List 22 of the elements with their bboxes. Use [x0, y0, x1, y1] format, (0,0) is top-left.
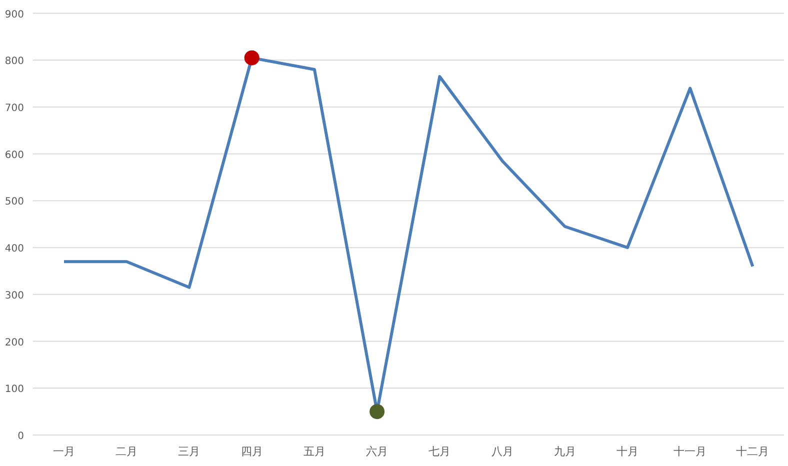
x-tick-label: 十二月	[736, 445, 770, 458]
x-tick-label: 五月	[303, 445, 326, 458]
x-tick-label: 三月	[178, 445, 200, 458]
x-tick-label: 十月	[616, 445, 638, 458]
x-tick-label: 八月	[491, 445, 514, 458]
x-tick-label: 九月	[554, 445, 576, 458]
y-tick-label: 900	[4, 9, 24, 20]
y-tick-label: 500	[4, 196, 24, 208]
x-tick-label: 一月	[53, 445, 76, 458]
y-tick-label: 600	[4, 150, 24, 161]
y-tick-label: 700	[4, 103, 24, 114]
y-tick-label: 0	[18, 431, 24, 442]
y-tick-label: 800	[4, 56, 24, 68]
y-tick-label: 200	[4, 337, 24, 348]
y-tick-label: 300	[4, 290, 24, 302]
y-tick-label: 100	[4, 384, 24, 396]
x-tick-label: 二月	[116, 445, 138, 458]
x-tick-label: 七月	[428, 445, 451, 458]
x-tick-label: 四月	[240, 445, 263, 458]
x-tick-label: 十一月	[674, 445, 707, 458]
x-tick-label: 六月	[366, 445, 388, 458]
y-tick-label: 400	[4, 244, 24, 255]
